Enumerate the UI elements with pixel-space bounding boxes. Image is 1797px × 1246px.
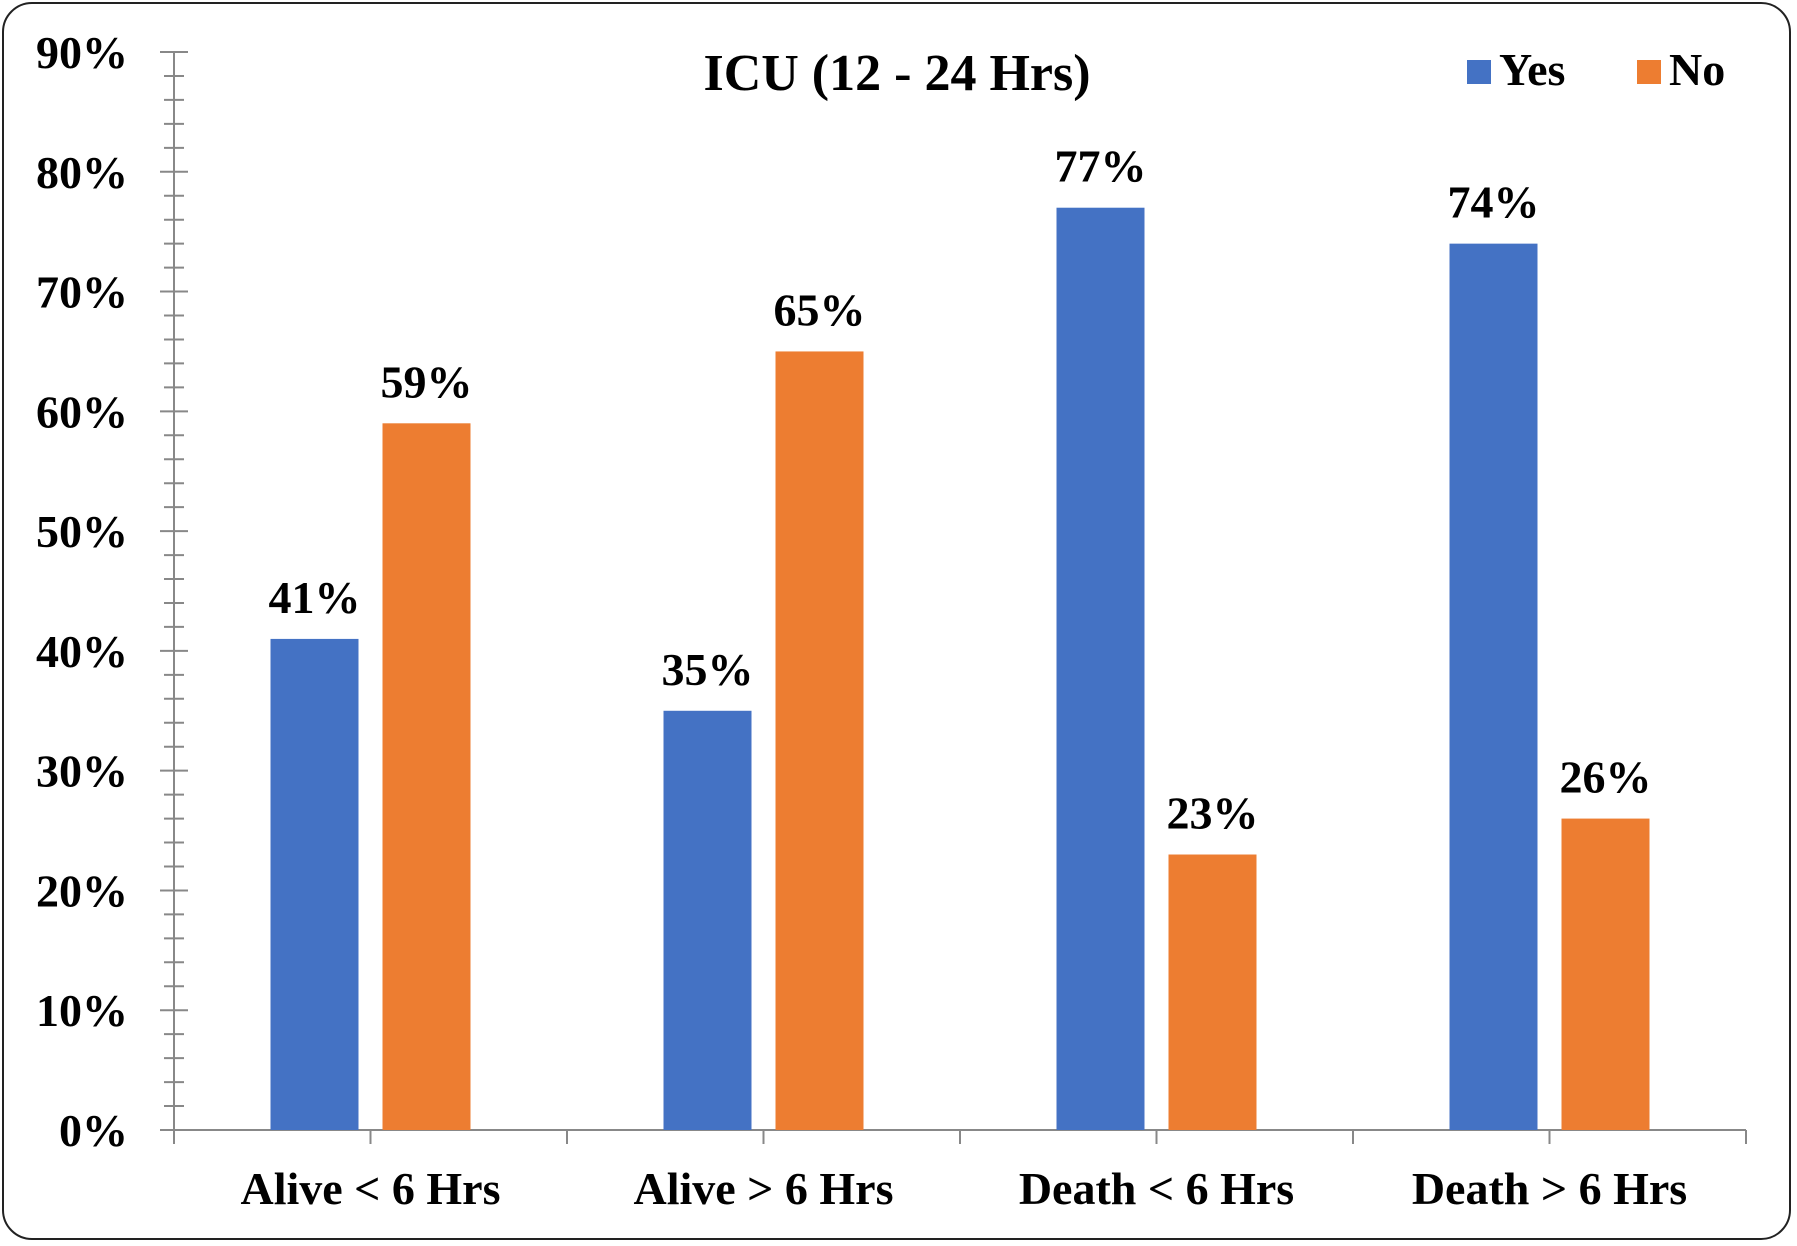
data-label: 74% (1448, 177, 1540, 228)
chart-title: ICU (12 - 24 Hrs) (703, 45, 1090, 102)
x-category-label: Death > 6 Hrs (1412, 1163, 1687, 1214)
legend: Yes No (1467, 44, 1725, 95)
y-tick-label: 90% (36, 27, 128, 78)
data-label: 23% (1167, 788, 1259, 839)
bar-no[interactable] (1168, 854, 1257, 1130)
bar-no[interactable] (1561, 818, 1650, 1130)
y-tick-label: 60% (36, 386, 128, 437)
legend-swatch-no (1637, 60, 1661, 84)
legend-swatch-yes (1467, 60, 1491, 84)
x-category-label: Alive > 6 Hrs (633, 1163, 893, 1214)
y-tick-label: 50% (36, 506, 128, 557)
data-label: 26% (1560, 752, 1652, 803)
x-category-label: Alive < 6 Hrs (240, 1163, 500, 1214)
axes: 0% 10% 20% 30% 40% 50% 60% 70% 80% 90% Alive < 6 H… (36, 27, 1747, 1214)
data-label: 65% (774, 284, 866, 335)
y-tick-label: 80% (36, 147, 128, 198)
data-label: 41% (269, 572, 361, 623)
y-tick-label: 30% (36, 746, 128, 797)
data-label: 59% (381, 356, 473, 407)
y-tick-label: 70% (36, 267, 128, 318)
bar-yes[interactable] (270, 638, 359, 1130)
y-tick-label: 40% (36, 626, 128, 677)
legend-label: Yes (1499, 44, 1565, 95)
legend-label: No (1669, 44, 1725, 95)
y-tick-label: 10% (36, 985, 128, 1036)
x-category-label: Death < 6 Hrs (1019, 1163, 1294, 1214)
bar-no[interactable] (382, 423, 471, 1130)
bars: 41% 59% 35% 65% 77% 23% 74% 26% (269, 141, 1652, 1131)
bar-no[interactable] (775, 351, 864, 1130)
y-tick-label: 20% (36, 865, 128, 916)
bar-yes[interactable] (1449, 243, 1538, 1131)
data-label: 77% (1055, 141, 1147, 192)
data-label: 35% (662, 644, 754, 695)
bar-yes[interactable] (1056, 207, 1145, 1130)
bar-yes[interactable] (663, 710, 752, 1130)
y-tick-label: 0% (59, 1105, 128, 1156)
